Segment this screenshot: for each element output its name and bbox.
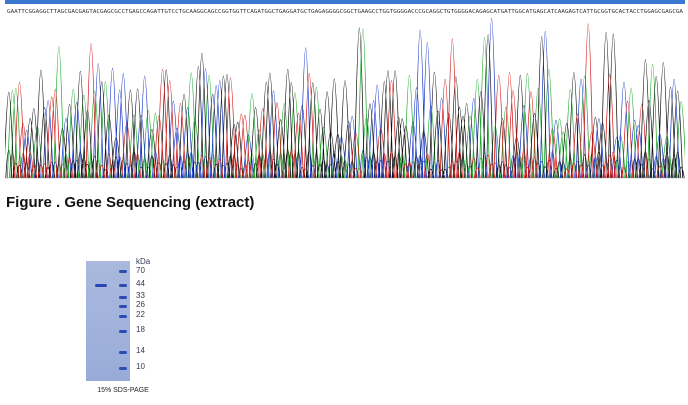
- marker-label-14: 14: [136, 346, 145, 355]
- ladder-band-26: [119, 305, 127, 308]
- gel-caption: 15% SDS-PAGE: [97, 387, 149, 394]
- sds-page-gel-panel: kDa 70 44 33 26 22 18 14 10 15% SDS-PAGE: [78, 255, 168, 405]
- marker-label-18: 18: [136, 325, 145, 334]
- ladder-band-44: [119, 284, 127, 287]
- gel-image: [86, 261, 130, 381]
- ladder-band-18: [119, 330, 127, 333]
- marker-label-70: 70: [136, 266, 145, 275]
- marker-label-10: 10: [136, 362, 145, 371]
- marker-label-44: 44: [136, 279, 145, 288]
- marker-label-22: 22: [136, 310, 145, 319]
- figure-caption: Figure . Gene Sequencing (extract): [6, 194, 255, 211]
- ladder-band-22: [119, 315, 127, 318]
- kda-unit-label: kDa: [136, 257, 151, 266]
- base-call-sequence: GAATTCGGAGGCTTAGCGACGAGTACGAGCGCCTGAGCCA…: [7, 9, 683, 15]
- quality-bar: [5, 0, 685, 4]
- ladder-band-33: [119, 296, 127, 299]
- ladder-band-14: [119, 351, 127, 354]
- ladder-band-70: [119, 270, 127, 273]
- chromatogram-plot: GAATTCGGAGGCTTAGCGACGAGTACGAGCGCCTGAGCCA…: [5, 0, 685, 179]
- marker-label-33: 33: [136, 291, 145, 300]
- sample-protein-band: [95, 284, 107, 287]
- ladder-band-10: [119, 367, 127, 370]
- trace-T: [14, 23, 664, 179]
- sequencing-chromatogram: GAATTCGGAGGCTTAGCGACGAGTACGAGCGCCTGAGCCA…: [5, 0, 685, 180]
- marker-label-26: 26: [136, 300, 145, 309]
